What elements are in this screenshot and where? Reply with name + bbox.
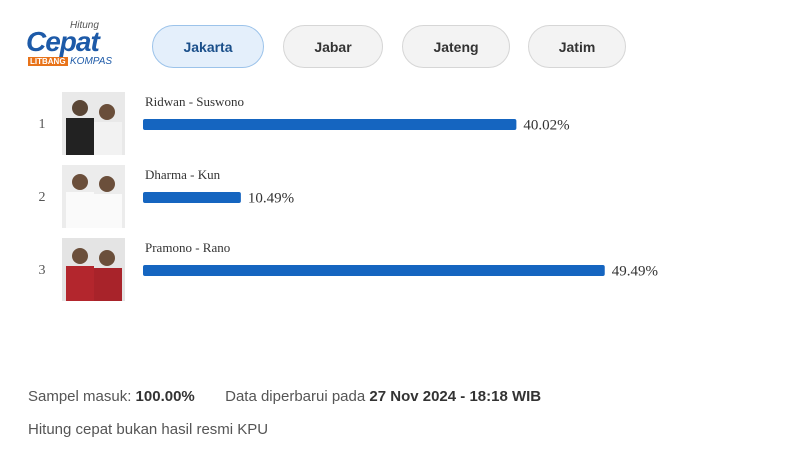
tab[interactable]: Jatim bbox=[528, 25, 626, 68]
photo bbox=[62, 238, 125, 301]
updated-label: Data diperbarui pada bbox=[225, 388, 366, 405]
updated-value: 27 Nov 2024 - 18:18 WIB bbox=[369, 388, 542, 405]
candidate-name: Pramono - Rano bbox=[145, 240, 230, 255]
value-label: 40.02% bbox=[523, 117, 569, 133]
candidate-name: Dharma - Kun bbox=[145, 167, 221, 182]
tab[interactable]: Jateng bbox=[402, 25, 510, 68]
sample-label: Sampel masuk: bbox=[28, 388, 132, 405]
bar bbox=[143, 265, 605, 276]
footer-line: Sampel masuk: 100.00% Data diperbarui pa… bbox=[28, 388, 541, 405]
logo-sub2: KOMPAS bbox=[70, 56, 113, 67]
rank: 3 bbox=[39, 263, 46, 278]
value-label: 49.49% bbox=[612, 263, 658, 279]
logo-sub1: LITBANG bbox=[28, 57, 68, 66]
photo bbox=[62, 165, 125, 228]
value-label: 10.49% bbox=[248, 190, 294, 206]
photo bbox=[62, 92, 125, 155]
rank: 1 bbox=[39, 117, 46, 132]
logo: Hitung Cepat LITBANG KOMPAS bbox=[26, 20, 141, 72]
rank: 2 bbox=[39, 190, 46, 205]
tab[interactable]: Jakarta bbox=[152, 25, 264, 68]
footer-note: Hitung cepat bukan hasil resmi KPU bbox=[28, 421, 269, 438]
logo-top: Hitung bbox=[70, 20, 99, 31]
chart: 1 Ridwan - Suswono 40.02% 2 Dharma - Kun 10.4… bbox=[39, 92, 658, 301]
tab[interactable]: Jabar bbox=[283, 25, 383, 68]
bar bbox=[143, 192, 241, 203]
candidate-name: Ridwan - Suswono bbox=[145, 94, 244, 109]
sample-value: 100.00% bbox=[135, 388, 195, 405]
bar bbox=[143, 119, 517, 130]
logo-main: Cepat bbox=[26, 26, 100, 57]
